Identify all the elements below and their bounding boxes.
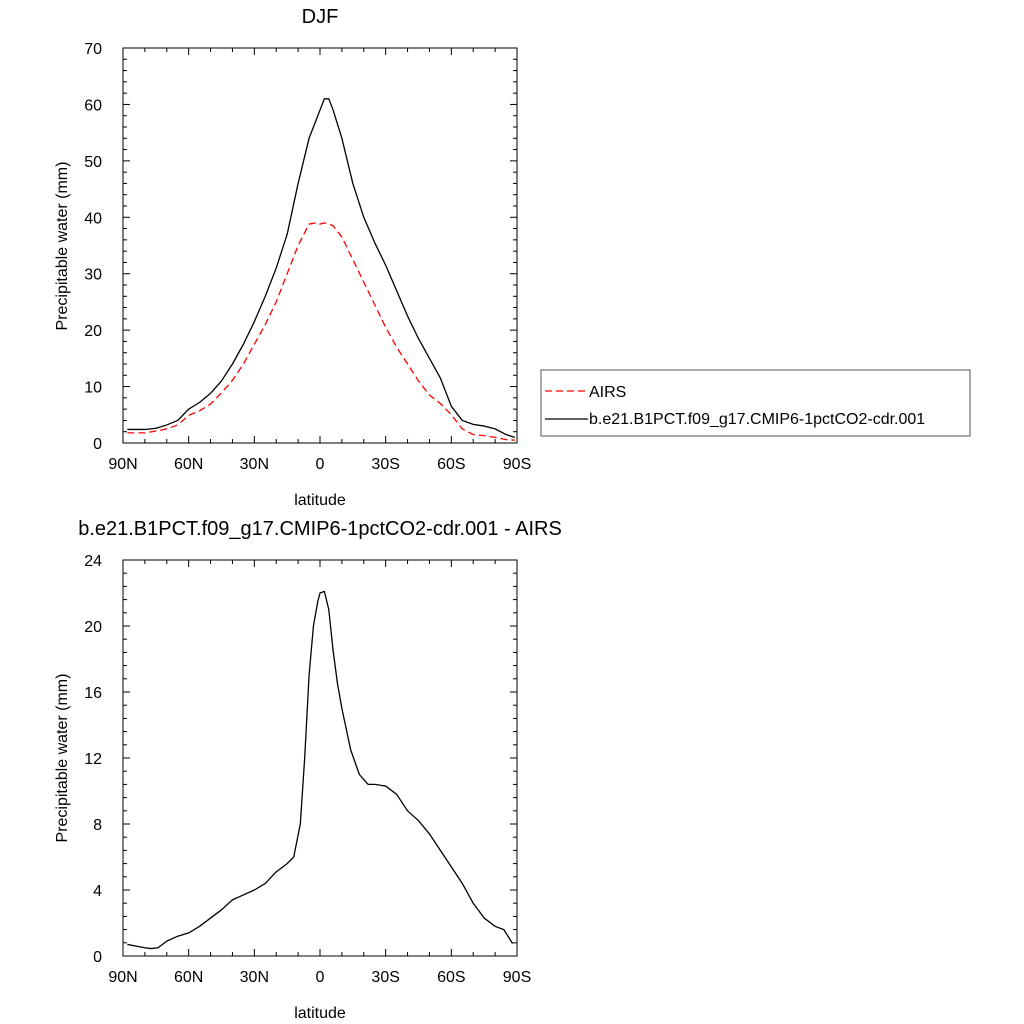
y-tick-label: 60: [84, 97, 102, 114]
x-tick-label: 30S: [371, 456, 399, 473]
x-tick-label: 90S: [503, 969, 531, 986]
panel-difference: b.e21.B1PCT.f09_g17.CMIP6-1pctCO2-cdr.00…: [54, 518, 562, 1022]
panel2-y-axis-label: Precipitable water (mm): [54, 674, 71, 843]
x-tick-label: 90N: [108, 456, 137, 473]
x-tick-label: 30N: [240, 456, 269, 473]
legend-box: [540, 369, 971, 437]
x-tick-label: 0: [316, 969, 325, 986]
x-tick-label: 0: [316, 456, 325, 473]
panel2-title: b.e21.B1PCT.f09_g17.CMIP6-1pctCO2-cdr.00…: [78, 518, 562, 540]
y-tick-label: 16: [84, 685, 102, 702]
legend-label-model: b.e21.B1PCT.f09_g17.CMIP6-1pctCO2-cdr.00…: [589, 411, 925, 428]
panel2-ticks: 90N 60N 30N 0 30S 60S 90S 0 4 8 12 16 20 24: [84, 553, 531, 986]
y-tick-label: 4: [93, 883, 102, 900]
panel1-y-axis-label: Precipitable water (mm): [54, 162, 71, 331]
y-tick-label: 24: [84, 553, 102, 570]
panel1-ticks: 90N 60N 30N 0 30S 60S 90S 0 10 20 30 40 50 60 70: [84, 41, 531, 473]
series-line-model: [127, 590, 514, 950]
x-tick-label: 60N: [174, 456, 203, 473]
y-tick-label: 40: [84, 210, 102, 227]
panel1-x-axis-label: latitude: [294, 492, 346, 509]
y-tick-label: 10: [84, 380, 102, 397]
y-tick-label: 8: [93, 817, 102, 834]
legend: AIRS b.e21.B1PCT.f09_g17.CMIP6-1pctCO2-c…: [540, 369, 971, 437]
y-tick-label: 20: [84, 323, 102, 340]
panel2-series: [127, 590, 514, 950]
x-tick-label: 30S: [371, 969, 399, 986]
x-tick-label: 90S: [503, 456, 531, 473]
x-tick-label: 60N: [174, 969, 203, 986]
x-tick-label: 60S: [437, 969, 465, 986]
y-tick-label: 0: [93, 949, 102, 966]
panel-djf: DJF Precipitable water (mm) latitude 90N…: [54, 6, 531, 509]
x-tick-label: 90N: [108, 969, 137, 986]
y-tick-label: 0: [93, 436, 102, 453]
y-tick-label: 50: [84, 154, 102, 171]
y-tick-label: 20: [84, 619, 102, 636]
y-tick-label: 70: [84, 41, 102, 58]
panel1-plot-frame: [122, 47, 518, 444]
series-line-model: [127, 98, 516, 438]
series-line-airs: [127, 222, 515, 441]
panel1-title: DJF: [302, 6, 339, 28]
panel2-x-axis-label: latitude: [294, 1005, 346, 1022]
x-tick-label: 30N: [240, 969, 269, 986]
x-tick-label: 60S: [437, 456, 465, 473]
panel1-series: [127, 98, 516, 441]
y-tick-label: 30: [84, 267, 102, 284]
legend-label-airs: AIRS: [589, 384, 626, 401]
y-tick-label: 12: [84, 751, 102, 768]
panel2-plot-frame: [122, 559, 518, 957]
